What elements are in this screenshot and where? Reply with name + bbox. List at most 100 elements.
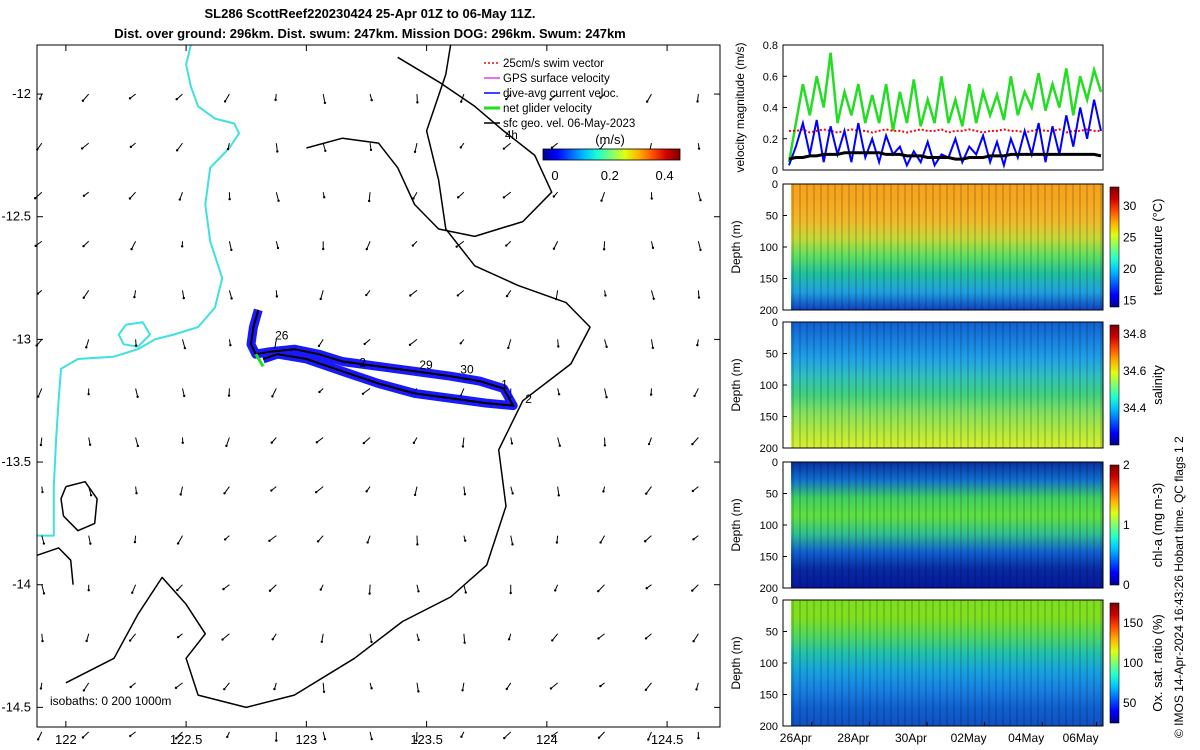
arrow-head	[82, 296, 85, 299]
velocity-arrow	[457, 191, 465, 198]
velocity-arrow	[224, 93, 230, 102]
depth-ylabel: Depth (m)	[729, 498, 743, 551]
legend-label: sfc geo. vel. 06-May-2023	[503, 118, 635, 130]
velocity-arrow	[321, 633, 324, 642]
arrow-head	[176, 588, 179, 592]
velocity-arrow	[694, 388, 699, 397]
velocity-arrow	[557, 437, 561, 446]
velocity-arrow	[135, 388, 139, 397]
y-tick-label: 0	[772, 179, 778, 191]
arrow-head	[408, 343, 412, 347]
arrow-head	[558, 444, 562, 447]
velocity-arrow	[647, 731, 652, 740]
arrow-head	[696, 343, 699, 347]
x-tick-label: 122.5	[170, 732, 203, 747]
velocity-arrow	[363, 437, 371, 444]
colorbar-label: (m/s)	[595, 132, 625, 147]
y-tick-label: 0	[772, 165, 778, 177]
y-tick-label: 0.6	[763, 71, 778, 83]
colorbar-tick-label: 100	[1123, 656, 1143, 670]
velocity-arrow	[40, 437, 43, 446]
velocity-arrow	[86, 633, 90, 642]
colorbar-label: temperature (°C)	[1150, 199, 1165, 296]
arrow-head	[175, 149, 179, 152]
heatmap-field	[791, 462, 1103, 588]
arrow-head	[89, 494, 93, 497]
arrow-head	[33, 197, 37, 200]
arrow-head	[82, 244, 85, 248]
arrow-head	[273, 687, 276, 691]
arrow-head	[557, 345, 560, 348]
velocity-arrow	[503, 731, 512, 739]
arrow-head	[42, 542, 46, 545]
arrow-head	[460, 735, 463, 738]
velocity-arrow	[175, 731, 183, 739]
arrow-head	[176, 542, 180, 545]
heatmap-field	[791, 322, 1103, 448]
velocity-arrow	[176, 93, 183, 100]
arrow-head	[505, 687, 508, 691]
velocity-arrow	[697, 290, 700, 298]
arrow-head	[645, 492, 648, 495]
velocity-arrow	[599, 142, 605, 150]
velocity-arrow	[507, 339, 512, 349]
arrow-head	[129, 734, 132, 738]
velocity-arrow	[462, 682, 465, 691]
arrow-head	[39, 443, 43, 447]
arrow-head	[507, 638, 511, 641]
y-tick-label: 0.8	[763, 40, 778, 52]
x-tick-label: 124	[536, 732, 558, 747]
y-tick-label: 150	[760, 552, 778, 564]
arrow-head	[230, 297, 233, 300]
x-tick-label: 124.5	[651, 732, 684, 747]
arrow-head	[692, 538, 695, 541]
velocity-arrow	[551, 633, 559, 641]
arrow-head	[691, 442, 694, 446]
heatmap-colorbar	[1109, 464, 1120, 586]
arrow-head	[181, 441, 184, 445]
velocity-arrow	[182, 290, 185, 299]
velocity-arrow	[315, 486, 324, 493]
arrow-head	[130, 247, 133, 251]
arrow-head	[136, 444, 140, 448]
arrow-head	[268, 589, 272, 592]
velocity-arrow	[131, 241, 137, 250]
velocity-arrow	[36, 142, 43, 150]
x-tick-label: 30Apr	[895, 731, 927, 745]
arrow-head	[370, 687, 373, 690]
profile-panels: 0 0.2 0.4 0.6 0.8 velocity magnitude (m/s) 0 50…	[729, 40, 1165, 745]
velocity-arrow	[85, 339, 90, 348]
isobath-ring	[306, 56, 553, 238]
y-tick-label: 150	[760, 274, 778, 286]
arrow-head	[417, 690, 420, 693]
arrow-head	[223, 687, 226, 691]
arrow-head	[322, 690, 326, 693]
arrow-head	[600, 199, 603, 202]
velocity-arrow	[368, 192, 371, 202]
colorbar-tick-label: 1	[1123, 518, 1130, 532]
arrow-head	[180, 245, 184, 248]
arrow-head	[602, 248, 606, 251]
arrow-head	[323, 195, 326, 199]
arrow-head	[175, 737, 178, 740]
arrow-head	[276, 246, 280, 250]
legend-label: 25cm/s swim vector	[503, 58, 604, 70]
colorbar-tick-label: 15	[1123, 294, 1137, 308]
arrow-head	[464, 591, 468, 594]
velocity-arrow	[646, 93, 652, 102]
arrow-head	[652, 297, 655, 301]
arrow-head	[413, 493, 417, 497]
velocity-arrow	[88, 437, 91, 445]
chart-title-line1: SL286 ScottReef220230424 25-Apr 01Z to 0…	[204, 6, 536, 21]
map-axes-box	[36, 44, 721, 728]
velocity-arrow	[598, 731, 605, 739]
y-tick-label: -12.5	[1, 209, 31, 224]
arrow-head	[599, 96, 602, 99]
arrow-head	[41, 639, 44, 643]
net-velocity-marker	[254, 353, 265, 368]
velocity-arrow	[88, 535, 91, 544]
colorbar-label: chl-a (mg m-3)	[1150, 483, 1165, 568]
y-tick-label: 50	[766, 349, 778, 361]
velocity-arrow	[228, 241, 232, 251]
depth-ylabel: Depth (m)	[729, 358, 743, 411]
